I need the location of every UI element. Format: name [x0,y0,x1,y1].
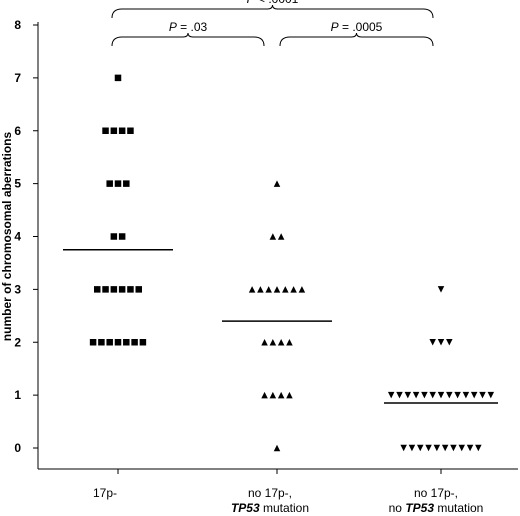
data-point-triangle-down [412,391,420,399]
significance-bracket [279,32,434,47]
data-point-triangle-down [479,391,486,399]
data-point-square [127,127,134,134]
data-point-triangle-up [269,339,277,346]
y-tick-label: 1 [14,388,21,402]
data-point-square [106,180,113,187]
data-point-triangle-down [437,286,445,293]
y-tick-label: 7 [14,71,21,85]
p-value-label: P < .0001 [247,0,299,6]
x-category-label-line: TP53 mutation [230,501,310,515]
data-point-triangle-down [421,391,428,399]
x-category-label-line: no 17p-, [413,486,459,500]
data-point-triangle-up [269,391,277,399]
data-point-square [118,286,126,293]
data-point-triangle-down [450,444,457,452]
data-point-triangle-up [286,339,293,346]
data-point-triangle-down [475,444,482,452]
data-point-square [123,180,130,187]
data-point-triangle-down [466,444,474,452]
x-category-label-line: no TP53 mutation [388,501,484,515]
y-tick-label: 4 [14,230,21,244]
data-point-square [110,286,118,293]
data-point-triangle-down [396,391,403,399]
data-point-triangle-down [441,444,449,452]
data-point-triangle-up [286,391,293,399]
data-point-triangle-up [273,286,281,293]
data-point-square [114,74,122,82]
data-point-square [110,127,118,134]
data-point-triangle-up [277,391,285,399]
data-point-square [131,339,138,346]
p-value-label: P = .0005 [331,20,383,34]
data-point-triangle-down [470,391,478,399]
significance-bracket [111,32,265,47]
data-point-triangle-down [417,444,424,452]
y-tick-label: 2 [14,335,21,349]
p-value-label: P = .03 [169,20,208,34]
data-point-square [114,339,122,346]
data-point-triangle-down [433,444,441,452]
x-category-label-line: no 17p-, [247,486,293,500]
data-point-triangle-up [269,233,277,240]
data-point-triangle-down [458,444,465,452]
y-tick-label: 8 [14,18,21,32]
data-point-triangle-up [290,286,297,293]
x-category-label-line: 17p- [92,486,118,500]
data-point-triangle-up [277,339,285,346]
data-point-triangle-down [400,444,407,452]
x-category-label-1: no 17p-, TP53 mutation [190,486,350,516]
data-point-triangle-down [429,391,436,399]
data-point-triangle-down [387,391,395,399]
data-point-triangle-down [425,444,432,452]
data-point-triangle-down [462,391,470,399]
data-point-triangle-down [408,444,416,452]
data-point-square [106,339,113,346]
data-point-triangle-down [446,391,453,399]
y-tick-label: 3 [14,282,21,296]
y-tick-label: 0 [14,441,21,455]
data-point-triangle-down [437,339,445,346]
data-point-square [118,127,126,134]
data-point-triangle-down [404,391,412,399]
data-point-square [139,339,147,346]
data-point-square [118,233,126,240]
data-point-square [89,339,97,346]
data-point-triangle-down [454,391,461,399]
y-axis-label: number of chromosomal aberrations [0,131,14,341]
data-point-triangle-down [437,391,445,399]
data-point-square [94,286,101,293]
data-point-square [98,339,105,346]
data-point-triangle-up [265,286,272,293]
data-point-square [110,233,118,240]
data-point-triangle-up [273,180,281,187]
y-tick-label: 5 [14,177,21,191]
data-point-triangle-down [446,339,453,346]
data-point-square [135,286,142,293]
data-point-square [123,339,130,346]
data-point-triangle-up [248,286,256,293]
x-category-label-0: 17p- [25,486,185,501]
data-point-square [102,286,109,293]
data-point-triangle-down [487,391,495,399]
x-category-label-2: no 17p-, no TP53 mutation [356,486,516,516]
y-tick-label: 6 [14,124,21,138]
data-point-square [127,286,134,293]
data-point-square [114,180,122,187]
significance-bracket [111,4,434,19]
data-point-square [102,127,109,134]
data-point-triangle-down [429,339,436,346]
data-point-triangle-up [282,286,289,293]
data-point-triangle-up [298,286,306,293]
data-point-triangle-up [261,391,268,399]
data-point-triangle-up [257,286,264,293]
data-point-triangle-up [273,444,281,452]
data-point-triangle-up [277,233,285,240]
data-point-triangle-up [261,339,268,346]
